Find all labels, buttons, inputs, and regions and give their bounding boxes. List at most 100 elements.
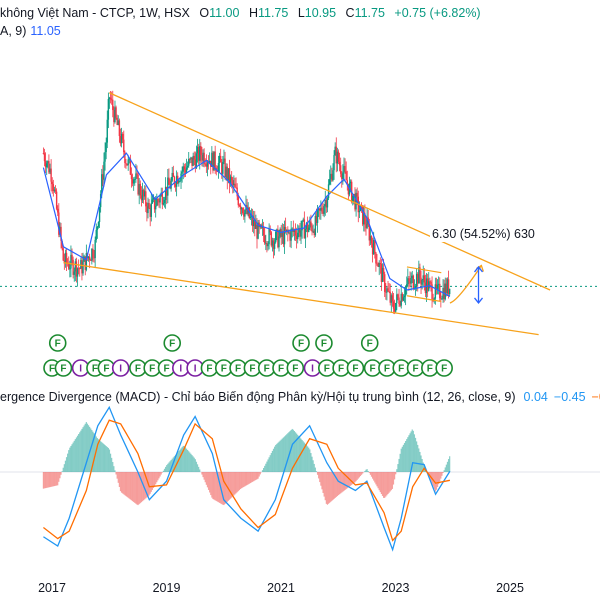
ma-line — [42, 152, 451, 298]
candle-body — [49, 168, 51, 173]
candle-body — [218, 155, 221, 163]
macd-hist-bar — [305, 445, 308, 472]
macd-hist-bar — [116, 472, 118, 479]
candle-body — [108, 97, 111, 100]
candle-body — [297, 232, 299, 240]
candle-body — [382, 267, 385, 275]
candle-body — [42, 153, 45, 154]
candle-body — [295, 235, 298, 240]
macd-hist-bar — [104, 445, 106, 472]
macd-hist-bar — [320, 472, 322, 486]
macd-hist-bar — [159, 472, 161, 477]
macd-hist-bar — [192, 456, 194, 472]
signal-line — [43, 419, 451, 542]
macd-hist-bar — [92, 431, 94, 472]
macd-hist-bar — [410, 431, 412, 472]
candle-body — [152, 197, 155, 200]
macd-hist-bar — [167, 463, 169, 472]
macd-hist-bar — [316, 472, 319, 475]
macd-hist-bar — [74, 439, 76, 472]
macd-hist-bar — [194, 459, 196, 472]
candle-body — [90, 260, 92, 262]
event-label: F — [235, 364, 241, 375]
macd-hist-bar — [144, 472, 146, 500]
macd-hist-bar — [155, 472, 157, 485]
macd-hist-bar — [231, 472, 233, 498]
macd-hist-bar — [246, 472, 248, 486]
macd-hist-bar — [327, 472, 330, 504]
macd-hist-bar — [391, 472, 394, 489]
macd-hist-bar — [185, 448, 188, 472]
candle-body — [222, 161, 224, 174]
candle-body — [50, 168, 52, 182]
macd-hist-bar — [49, 472, 51, 488]
candle-body — [354, 194, 356, 210]
candle-body — [172, 172, 175, 177]
macd-hist-bar — [335, 472, 337, 498]
candle-body — [258, 222, 260, 228]
macd-hist-bar — [207, 472, 210, 490]
candle-body — [338, 161, 341, 166]
event-label: F — [206, 364, 212, 375]
candle-body — [375, 252, 377, 264]
candle-body — [420, 277, 422, 285]
macd-hist-bar — [112, 462, 114, 472]
candle-body — [230, 176, 233, 181]
candle-body — [221, 162, 223, 174]
candle-body — [132, 179, 135, 184]
macd-hist-bar — [127, 472, 129, 498]
macd-hist-bar — [364, 470, 366, 472]
candle-body — [275, 231, 277, 243]
macd-hist-bar — [84, 423, 86, 472]
macd-hist-bar — [80, 430, 82, 472]
candle-body — [151, 199, 154, 204]
candle-body — [76, 268, 79, 277]
macd-hist-bar — [439, 472, 441, 482]
macd-hist-bar — [360, 472, 363, 475]
macd-hist-bar — [140, 472, 142, 503]
candle-body — [206, 162, 209, 167]
macd-hist-bar — [397, 464, 399, 472]
candle-body — [156, 199, 158, 206]
macd-hist-bar — [139, 472, 141, 504]
macd-hist-bar — [67, 453, 69, 472]
macd-hist-bar — [258, 472, 260, 477]
macd-hist-bar — [72, 442, 74, 472]
candle-body — [323, 206, 325, 214]
candle-body — [352, 195, 354, 202]
candle-body — [141, 189, 144, 201]
macd-hist-bar — [103, 444, 105, 472]
macd-hist-bar — [329, 472, 331, 503]
macd-hist-bar — [236, 472, 238, 493]
candle-body — [312, 230, 314, 232]
candle-body — [214, 151, 216, 168]
x-tick-label: 2019 — [153, 581, 181, 595]
ma-legend[interactable]: A, 9) 11.05 — [0, 24, 61, 38]
event-label: F — [278, 364, 284, 375]
candle-body — [290, 228, 292, 241]
macd-hist-bar — [146, 472, 148, 498]
macd-hist-bar — [309, 449, 311, 472]
macd-hist-bar — [346, 472, 348, 489]
candle-body — [249, 216, 252, 218]
macd-legend[interactable]: ergence Divergence (MACD) - Chỉ báo Biến… — [0, 390, 600, 404]
macd-hist-bar — [202, 472, 204, 478]
candle-body — [203, 152, 205, 164]
event-f-marker — [435, 359, 453, 377]
macd-pane — [0, 405, 600, 552]
macd-hist-bar — [195, 461, 198, 472]
candle-body — [232, 180, 234, 186]
candle-body — [284, 227, 287, 232]
macd-hist-bar — [102, 443, 104, 472]
candle-body — [315, 215, 318, 223]
candle-body — [316, 209, 319, 223]
macd-hist-bar — [355, 472, 357, 482]
candle-body — [70, 254, 72, 269]
candle-body — [419, 267, 421, 278]
candle-body — [241, 207, 244, 214]
candle-body — [403, 295, 406, 298]
candle-body — [317, 208, 320, 210]
macd-hist-bar — [213, 472, 215, 500]
candle-body — [381, 267, 384, 282]
